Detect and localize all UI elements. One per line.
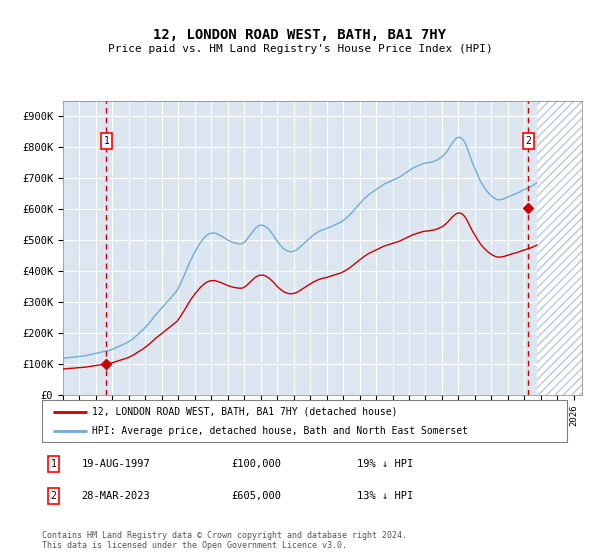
FancyBboxPatch shape [42, 400, 567, 442]
Text: 28-MAR-2023: 28-MAR-2023 [82, 491, 150, 501]
Text: 13% ↓ HPI: 13% ↓ HPI [357, 491, 413, 501]
Text: 19-AUG-1997: 19-AUG-1997 [82, 459, 150, 469]
Bar [536, 101, 582, 395]
Text: 19% ↓ HPI: 19% ↓ HPI [357, 459, 413, 469]
Text: 12, LONDON ROAD WEST, BATH, BA1 7HY: 12, LONDON ROAD WEST, BATH, BA1 7HY [154, 28, 446, 42]
Text: 2: 2 [526, 136, 531, 146]
Text: 12, LONDON ROAD WEST, BATH, BA1 7HY (detached house): 12, LONDON ROAD WEST, BATH, BA1 7HY (det… [92, 407, 397, 417]
Text: 2: 2 [50, 491, 56, 501]
Text: £100,000: £100,000 [231, 459, 281, 469]
Text: Price paid vs. HM Land Registry's House Price Index (HPI): Price paid vs. HM Land Registry's House … [107, 44, 493, 54]
Text: Contains HM Land Registry data © Crown copyright and database right 2024.
This d: Contains HM Land Registry data © Crown c… [42, 531, 407, 550]
Text: HPI: Average price, detached house, Bath and North East Somerset: HPI: Average price, detached house, Bath… [92, 426, 468, 436]
Text: 1: 1 [104, 136, 109, 146]
Bar [536, 101, 582, 395]
Text: 1: 1 [50, 459, 56, 469]
Text: £605,000: £605,000 [231, 491, 281, 501]
